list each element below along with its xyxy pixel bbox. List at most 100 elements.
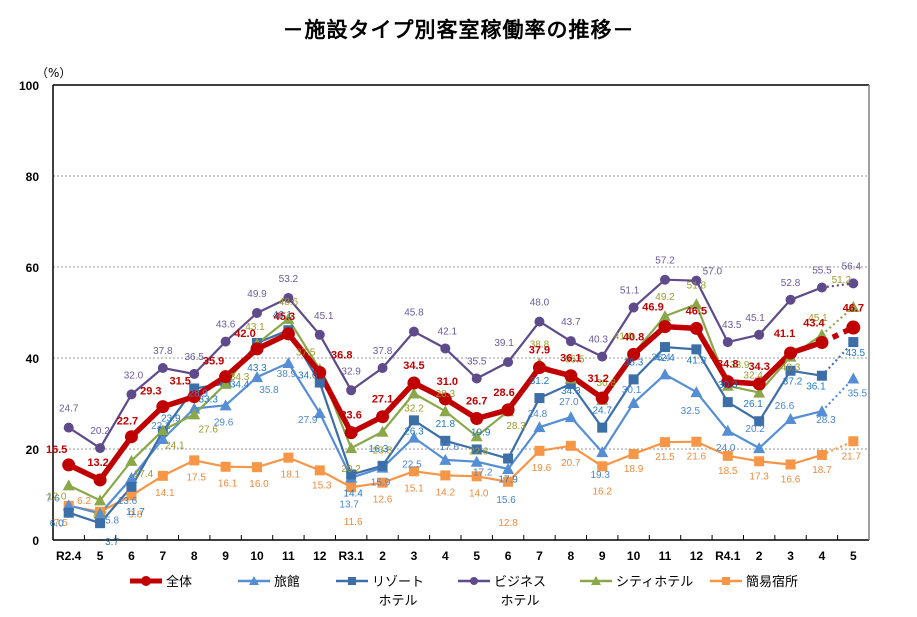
marker-total [250, 342, 264, 356]
data-label-ryokan: 5.8 [105, 516, 119, 527]
marker-total [689, 321, 703, 335]
data-label-total: 27.1 [372, 394, 393, 406]
marker-ryokan [156, 432, 169, 444]
marker-total [438, 392, 452, 406]
marker-ryokan [502, 463, 515, 475]
marker-city [690, 298, 703, 310]
x-tick-label: 9 [222, 549, 229, 563]
data-label-city: 51.2 [832, 275, 852, 286]
marker-ryokan [251, 371, 263, 383]
data-label-total: 22.7 [117, 416, 138, 428]
data-label-city: 27.6 [198, 424, 218, 435]
marker-city [188, 408, 201, 420]
x-tick-label: 4 [442, 549, 449, 563]
data-label-business: 36.5 [184, 352, 204, 363]
data-label-business: 49.9 [247, 289, 267, 300]
marker-business [95, 443, 106, 454]
legend-item-total: 全体 [130, 573, 192, 592]
marker-business [534, 316, 545, 327]
marker-simple [346, 482, 357, 493]
marker-business [189, 368, 200, 379]
marker-business [660, 274, 670, 285]
data-label-resort: 17.9 [498, 475, 518, 486]
data-label-business: 35.5 [467, 356, 487, 367]
data-label-business: 20.2 [90, 426, 110, 437]
marker-ryokan [533, 421, 546, 433]
legend-swatch-city [580, 576, 612, 585]
marker-resort [754, 416, 765, 427]
data-label-business: 32.9 [341, 366, 361, 377]
marker-ryokan [125, 472, 138, 484]
data-label-simple: 18.7 [812, 465, 832, 476]
data-label-resort: 35.3 [624, 357, 644, 368]
marker-simple [157, 470, 168, 481]
marker-resort [63, 507, 74, 518]
marker-simple [722, 450, 733, 461]
data-label-resort: 30.3 [718, 380, 738, 391]
data-label-total: 45.3 [274, 311, 295, 323]
data-label-total: 40.8 [623, 331, 644, 343]
data-label-resort: 42.4 [655, 353, 675, 364]
data-label-business: 42.1 [438, 326, 458, 337]
x-tick-label: 11 [282, 549, 295, 563]
marker-business [126, 389, 137, 400]
data-label-total: 35.9 [203, 356, 224, 368]
data-label-city: 32.2 [404, 403, 424, 414]
data-label-total: 37.9 [529, 345, 550, 357]
data-label-simple: 7.5 [54, 518, 68, 529]
data-label-city: 45.1 [808, 313, 828, 324]
marker-simple [408, 466, 419, 477]
x-tick-label: 6 [128, 549, 135, 563]
marker-business [722, 337, 733, 348]
data-label-simple: 14.2 [436, 487, 456, 498]
data-label-simple: 15.1 [404, 483, 424, 494]
marker-total [187, 390, 201, 404]
marker-business [220, 336, 231, 347]
data-label-ryokan: 29.6 [214, 417, 234, 428]
marker-total [595, 391, 609, 405]
y-tick-label: 80 [26, 170, 40, 184]
data-label-city: 33.9 [730, 360, 750, 371]
marker-business [408, 326, 419, 337]
data-label-business: 48.0 [530, 298, 550, 309]
marker-ryokan [784, 412, 797, 424]
data-label-ryokan: 36.4 [651, 352, 671, 363]
marker-ryokan [753, 442, 766, 454]
y-tick-label: 60 [26, 261, 40, 275]
marker-total [501, 403, 515, 417]
x-tick-label: 8 [191, 549, 198, 563]
marker-simple [503, 476, 514, 487]
x-tick-label: 3 [411, 549, 418, 563]
marker-resort [660, 342, 670, 353]
marker-resort [565, 378, 576, 389]
data-label-total: 31.2 [588, 373, 609, 385]
marker-total [532, 361, 546, 375]
data-label-ryokan: 17.6 [440, 442, 460, 453]
data-label-city: 32.4 [743, 371, 763, 382]
data-label-total: 43.4 [803, 318, 825, 330]
data-label-ryokan: 27.9 [298, 415, 318, 426]
data-label-business: 43.6 [216, 320, 236, 331]
marker-resort [691, 344, 702, 355]
legend-label-resort: リゾート ホテル [372, 575, 425, 609]
data-label-business: 37.8 [373, 346, 393, 357]
marker-simple [314, 465, 325, 476]
marker-simple [377, 477, 388, 488]
marker-simple [660, 437, 670, 448]
marker-simple [565, 440, 576, 451]
legend-swatch-total [130, 576, 162, 586]
marker-total [313, 366, 327, 380]
y-tick-label: 20 [26, 443, 40, 457]
legend-item-simple: 簡易宿所 [710, 573, 798, 592]
marker-total [281, 327, 295, 341]
marker-simple [189, 455, 200, 466]
series-markers [62, 274, 861, 529]
data-label-business: 43.5 [722, 320, 742, 331]
data-label-city: 8.7 [93, 510, 107, 521]
data-label-ryokan: 24.8 [528, 409, 548, 420]
data-label-simple: 9.8 [129, 509, 143, 520]
marker-city [439, 405, 452, 417]
data-label-business: 45.1 [745, 313, 765, 324]
data-label-city: 34.3 [230, 372, 250, 383]
